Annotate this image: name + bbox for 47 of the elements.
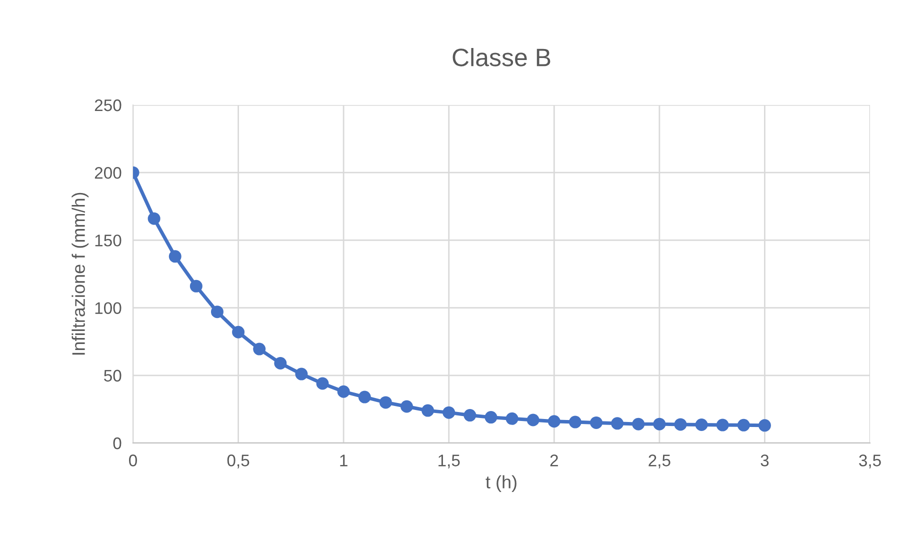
x-tick-label: 3,5 bbox=[859, 454, 881, 468]
point bbox=[758, 419, 771, 432]
x-tick-label: 3 bbox=[760, 454, 769, 466]
point bbox=[695, 418, 708, 431]
point bbox=[590, 416, 603, 429]
point bbox=[442, 406, 456, 419]
point bbox=[632, 418, 645, 430]
point bbox=[484, 411, 498, 424]
point bbox=[737, 418, 750, 432]
y-tick-label: 200 bbox=[94, 167, 122, 179]
point bbox=[253, 342, 266, 356]
x-tick-label: 1 bbox=[340, 454, 348, 466]
point bbox=[506, 412, 518, 425]
point bbox=[274, 356, 287, 370]
y-tick-label: 150 bbox=[95, 234, 122, 246]
point bbox=[422, 404, 434, 417]
x-tick-label: 2,5 bbox=[648, 454, 670, 468]
point bbox=[168, 250, 182, 263]
point bbox=[611, 417, 624, 430]
x-axis-title: t (h) bbox=[486, 475, 516, 492]
point bbox=[148, 212, 160, 225]
point bbox=[210, 306, 224, 318]
point bbox=[548, 415, 560, 428]
x-tick-label: 1,5 bbox=[438, 454, 460, 468]
point bbox=[295, 368, 308, 380]
point bbox=[464, 409, 476, 422]
y-axis-title: Infiltrazione f (mm/h) bbox=[72, 192, 89, 355]
chart-title: Classe B bbox=[452, 48, 550, 66]
point bbox=[526, 414, 540, 426]
point bbox=[190, 280, 202, 292]
point bbox=[232, 326, 245, 338]
point bbox=[674, 418, 687, 431]
y-tick-label: 250 bbox=[94, 99, 122, 112]
point bbox=[358, 390, 371, 404]
x-tick-label: 0 bbox=[129, 454, 137, 466]
point bbox=[568, 416, 582, 428]
y-tick-label: 0 bbox=[113, 437, 122, 450]
y-tick-label: 50 bbox=[104, 370, 122, 382]
point bbox=[379, 396, 392, 409]
x-tick-label: 2 bbox=[550, 454, 558, 466]
point bbox=[653, 418, 666, 430]
point bbox=[337, 385, 350, 398]
y-tick-label: 100 bbox=[95, 302, 122, 314]
point bbox=[716, 418, 729, 432]
point bbox=[400, 400, 413, 413]
point bbox=[316, 377, 329, 390]
x-tick-label: 0,5 bbox=[227, 454, 250, 468]
